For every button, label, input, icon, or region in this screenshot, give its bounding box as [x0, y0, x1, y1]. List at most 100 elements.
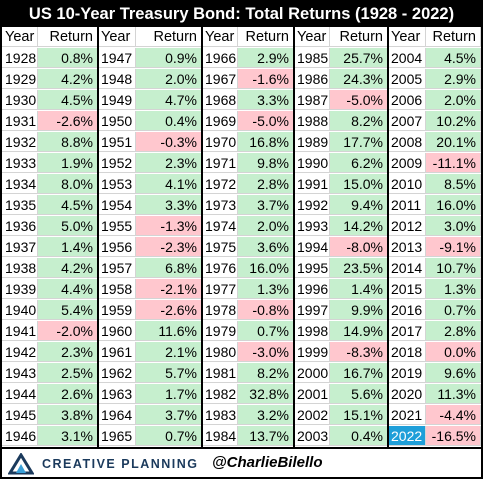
- return-cell: 2.8%: [238, 174, 294, 194]
- creative-planning-logo: CREATIVE PLANNING: [8, 453, 198, 475]
- year-cell: 1941: [2, 321, 38, 341]
- year-cell: 1928: [2, 48, 38, 68]
- year-header: Year: [98, 27, 136, 47]
- year-cell: 2003: [294, 426, 330, 446]
- return-cell: 6.2%: [330, 153, 388, 173]
- year-cell: 2021: [388, 405, 426, 425]
- return-cell: -4.4%: [426, 405, 481, 425]
- return-cell: -2.3%: [136, 237, 202, 257]
- return-cell: 17.7%: [330, 132, 388, 152]
- year-cell: 1942: [2, 342, 38, 362]
- return-cell: 0.0%: [426, 342, 481, 362]
- return-cell: 4.5%: [38, 195, 98, 215]
- return-cell: -2.1%: [136, 279, 202, 299]
- return-header: Return: [426, 27, 481, 47]
- return-cell: -1.3%: [136, 216, 202, 236]
- return-cell: 13.7%: [238, 426, 294, 446]
- return-cell: 2.5%: [38, 363, 98, 383]
- return-cell: 3.7%: [136, 405, 202, 425]
- chart-title: US 10-Year Treasury Bond: Total Returns …: [2, 2, 481, 27]
- return-cell: 5.7%: [136, 363, 202, 383]
- year-cell: 2002: [294, 405, 330, 425]
- year-cell: 2020: [388, 384, 426, 404]
- return-cell: 6.8%: [136, 258, 202, 278]
- year-cell: 1958: [98, 279, 136, 299]
- year-cell: 1994: [294, 237, 330, 257]
- year-cell: 1986: [294, 69, 330, 89]
- year-cell: 2018: [388, 342, 426, 362]
- return-cell: 3.7%: [238, 195, 294, 215]
- year-cell: 1937: [2, 237, 38, 257]
- return-cell: 15.1%: [330, 405, 388, 425]
- return-cell: 3.3%: [136, 195, 202, 215]
- year-cell: 2017: [388, 321, 426, 341]
- year-cell: 1963: [98, 384, 136, 404]
- return-cell: 9.9%: [330, 300, 388, 320]
- return-cell: 0.7%: [238, 321, 294, 341]
- year-cell: 1965: [98, 426, 136, 446]
- return-cell: 11.6%: [136, 321, 202, 341]
- return-cell: 15.0%: [330, 174, 388, 194]
- year-cell: 1980: [202, 342, 238, 362]
- return-header: Return: [238, 27, 294, 47]
- return-cell: 10.2%: [426, 111, 481, 131]
- year-cell: 2005: [388, 69, 426, 89]
- return-cell: 1.4%: [330, 279, 388, 299]
- year-cell: 1931: [2, 111, 38, 131]
- return-cell: 2.1%: [136, 342, 202, 362]
- year-cell: 1979: [202, 321, 238, 341]
- return-cell: 16.8%: [238, 132, 294, 152]
- return-cell: 8.2%: [330, 111, 388, 131]
- year-cell: 1991: [294, 174, 330, 194]
- return-cell: 1.4%: [38, 237, 98, 257]
- year-cell: 1945: [2, 405, 38, 425]
- year-cell: 1938: [2, 258, 38, 278]
- return-cell: 0.4%: [330, 426, 388, 446]
- return-cell: 3.3%: [238, 90, 294, 110]
- year-cell: 1974: [202, 216, 238, 236]
- return-cell: 3.1%: [38, 426, 98, 446]
- return-cell: 1.3%: [426, 279, 481, 299]
- year-cell: 1967: [202, 69, 238, 89]
- year-cell: 1948: [98, 69, 136, 89]
- return-cell: 2.0%: [136, 69, 202, 89]
- return-cell: 1.3%: [238, 279, 294, 299]
- year-cell: 2012: [388, 216, 426, 236]
- year-cell: 1947: [98, 48, 136, 68]
- return-cell: -1.6%: [238, 69, 294, 89]
- logo-text: CREATIVE PLANNING: [42, 457, 199, 471]
- year-cell: 1934: [2, 174, 38, 194]
- year-cell: 1981: [202, 363, 238, 383]
- return-cell: 9.8%: [238, 153, 294, 173]
- year-cell: 1987: [294, 90, 330, 110]
- return-cell: 0.8%: [38, 48, 98, 68]
- year-cell: 1952: [98, 153, 136, 173]
- year-cell: 1989: [294, 132, 330, 152]
- return-cell: 5.6%: [330, 384, 388, 404]
- return-cell: -9.1%: [426, 237, 481, 257]
- return-cell: -5.0%: [330, 90, 388, 110]
- year-cell: 1946: [2, 426, 38, 446]
- year-header: Year: [388, 27, 426, 47]
- return-cell: 4.2%: [38, 69, 98, 89]
- year-cell: 1944: [2, 384, 38, 404]
- column-separator: [201, 27, 203, 447]
- year-cell: 1949: [98, 90, 136, 110]
- year-cell: 2010: [388, 174, 426, 194]
- year-cell: 1983: [202, 405, 238, 425]
- return-cell: 3.2%: [238, 405, 294, 425]
- return-cell: 10.7%: [426, 258, 481, 278]
- year-cell: 1976: [202, 258, 238, 278]
- return-cell: -16.5%: [426, 426, 481, 446]
- return-cell: 23.5%: [330, 258, 388, 278]
- return-cell: 20.1%: [426, 132, 481, 152]
- return-cell: 8.8%: [38, 132, 98, 152]
- returns-table: Year Return 1928 0.8% 1929 4.2% 1930 4.5% 1931 -2…: [2, 27, 481, 447]
- year-cell: 1972: [202, 174, 238, 194]
- return-cell: 2.9%: [426, 69, 481, 89]
- year-cell: 2016: [388, 300, 426, 320]
- year-cell: 1985: [294, 48, 330, 68]
- return-cell: -8.3%: [330, 342, 388, 362]
- year-cell: 1968: [202, 90, 238, 110]
